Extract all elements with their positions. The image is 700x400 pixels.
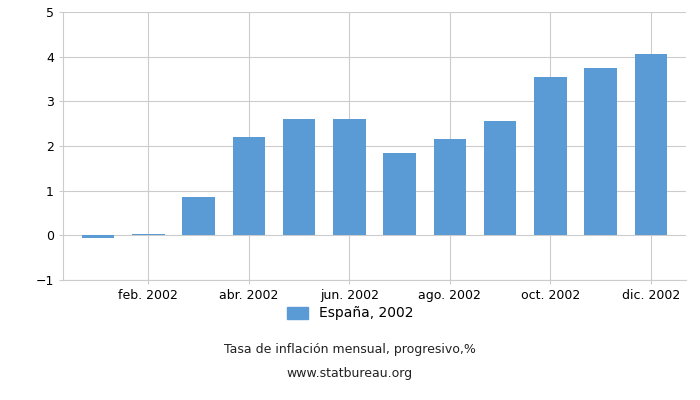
Text: www.statbureau.org: www.statbureau.org <box>287 368 413 380</box>
Bar <box>333 119 365 235</box>
Bar <box>484 122 517 235</box>
Bar <box>433 139 466 235</box>
Legend: España, 2002: España, 2002 <box>281 301 419 326</box>
Bar <box>584 68 617 235</box>
Text: Tasa de inflación mensual, progresivo,%: Tasa de inflación mensual, progresivo,% <box>224 344 476 356</box>
Bar <box>232 137 265 235</box>
Bar <box>384 153 416 235</box>
Bar <box>132 234 164 235</box>
Bar <box>82 235 115 238</box>
Bar <box>634 54 667 235</box>
Bar <box>283 119 316 235</box>
Bar <box>534 77 567 235</box>
Bar <box>182 197 215 235</box>
